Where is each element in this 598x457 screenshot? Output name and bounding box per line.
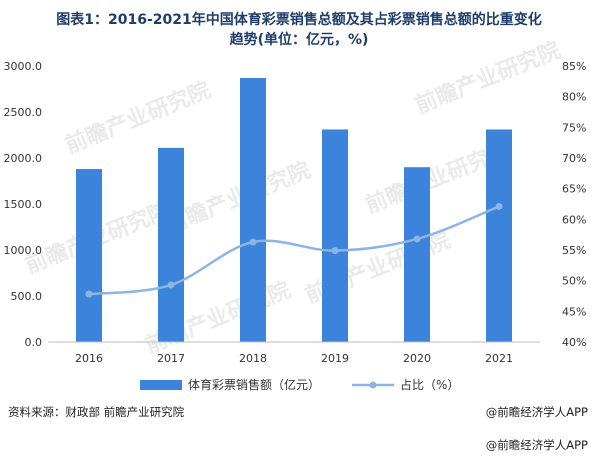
right-tick-label: 60% (562, 213, 586, 226)
right-tick-label: 40% (562, 336, 586, 349)
line-path (88, 205, 500, 296)
right-axis: 40% 45% 50% 55% 60% 65% 70% 75% 80% 85% (562, 60, 586, 349)
source-note: 资料来源：财政部 前瞻产业研究院 (8, 405, 185, 419)
line-point (167, 281, 175, 289)
chart-title-line-1: 图表1：2016-2021年中国体育彩票销售总额及其占彩票销售总额的比重变化 (56, 12, 542, 28)
right-tick-label: 75% (562, 121, 586, 134)
brand-text: @前瞻经济学人APP (485, 438, 588, 452)
left-tick-label: 1000.0 (4, 244, 43, 257)
right-tick-label: 50% (562, 275, 586, 288)
left-tick-label: 500.0 (11, 290, 43, 303)
bar (240, 77, 266, 343)
brand-text: @前瞻经济学人APP (485, 405, 588, 419)
left-tick-label: 1500.0 (4, 198, 43, 211)
right-tick-label: 45% (562, 305, 586, 318)
x-tick-label: 2019 (321, 352, 349, 365)
bar (158, 147, 184, 342)
right-tick-label: 80% (562, 91, 586, 104)
bar (486, 129, 512, 342)
left-axis: 0.0 500.0 1000.0 1500.0 2000.0 2500.0 3000.0 (4, 60, 43, 349)
bar (76, 169, 102, 342)
right-tick-label: 65% (562, 183, 586, 196)
x-tick-label: 2017 (157, 352, 185, 365)
legend-bar-swatch (140, 380, 182, 390)
bar (404, 167, 430, 342)
right-tick-label: 55% (562, 244, 586, 257)
bar (322, 129, 348, 342)
line-point (495, 202, 503, 210)
chart-title: 图表1：2016-2021年中国体育彩票销售总额及其占彩票销售总额的比重变化 趋… (0, 10, 598, 50)
legend-line-label: 占比（%） (400, 377, 459, 392)
x-axis: 2016 2017 2018 2019 2020 2021 (48, 341, 540, 365)
line-series (85, 202, 503, 298)
left-tick-label: 2500.0 (4, 106, 43, 119)
right-tick-label: 85% (562, 60, 586, 73)
x-tick-label: 2020 (403, 352, 431, 365)
bar-series (76, 77, 512, 343)
line-point (331, 247, 339, 255)
x-tick-label: 2016 (75, 352, 103, 365)
x-tick-label: 2018 (239, 352, 267, 365)
left-tick-label: 0.0 (25, 336, 43, 349)
legend-line-marker (369, 381, 377, 389)
chart-title-line-2: 趋势(单位：亿元，%) (229, 32, 369, 48)
line-point (413, 235, 421, 243)
line-point (85, 290, 93, 298)
right-tick-label: 70% (562, 152, 586, 165)
line-point (249, 238, 257, 246)
brand-credit-bottom: @前瞻经济学人APP (486, 437, 588, 453)
brand-credit: @前瞻经济学人APP (486, 404, 588, 420)
left-tick-label: 3000.0 (4, 60, 43, 73)
legend-bar-label: 体育彩票销售额（亿元） (188, 377, 320, 392)
x-tick-label: 2021 (485, 352, 513, 365)
left-tick-label: 2000.0 (4, 152, 43, 165)
legend: 体育彩票销售额（亿元） 占比（%） (140, 377, 459, 392)
